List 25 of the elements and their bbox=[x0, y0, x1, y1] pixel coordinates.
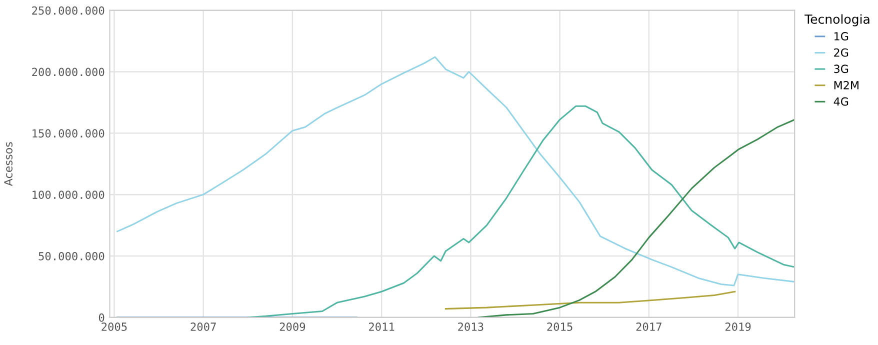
y-tick-label: 250.000.000 bbox=[32, 6, 104, 15]
x-tick-label: 2015 bbox=[547, 322, 572, 331]
x-tick-label: 2017 bbox=[636, 322, 662, 331]
x-tick-label: 2009 bbox=[280, 322, 306, 331]
line-series bbox=[247, 105, 795, 318]
x-tick-label: 2005 bbox=[102, 322, 127, 331]
y-axis-title: Acessos bbox=[4, 142, 12, 186]
line-series bbox=[478, 118, 795, 318]
y-tick-label: 0 bbox=[98, 313, 104, 322]
legend-label: 2G bbox=[834, 48, 848, 57]
legend-label: M2M bbox=[834, 80, 858, 90]
y-tick-label: 150.000.000 bbox=[32, 129, 104, 138]
y-tick-label: 200.000.000 bbox=[32, 68, 104, 76]
x-tick-label: 2007 bbox=[190, 322, 216, 331]
y-tick-label: 50.000.000 bbox=[38, 252, 104, 260]
x-tick-label: 2019 bbox=[725, 322, 751, 331]
legend-label: 1G bbox=[834, 32, 848, 40]
line-series bbox=[444, 290, 736, 310]
line-series bbox=[116, 56, 795, 286]
y-tick-label: 100.000.000 bbox=[32, 190, 104, 199]
x-tick-label: 2011 bbox=[368, 322, 394, 331]
legend-label: 4G bbox=[834, 97, 848, 106]
legend-label: 3G bbox=[834, 64, 848, 74]
legend-title: Tecnologia bbox=[804, 14, 870, 26]
x-tick-label: 2013 bbox=[458, 322, 484, 331]
